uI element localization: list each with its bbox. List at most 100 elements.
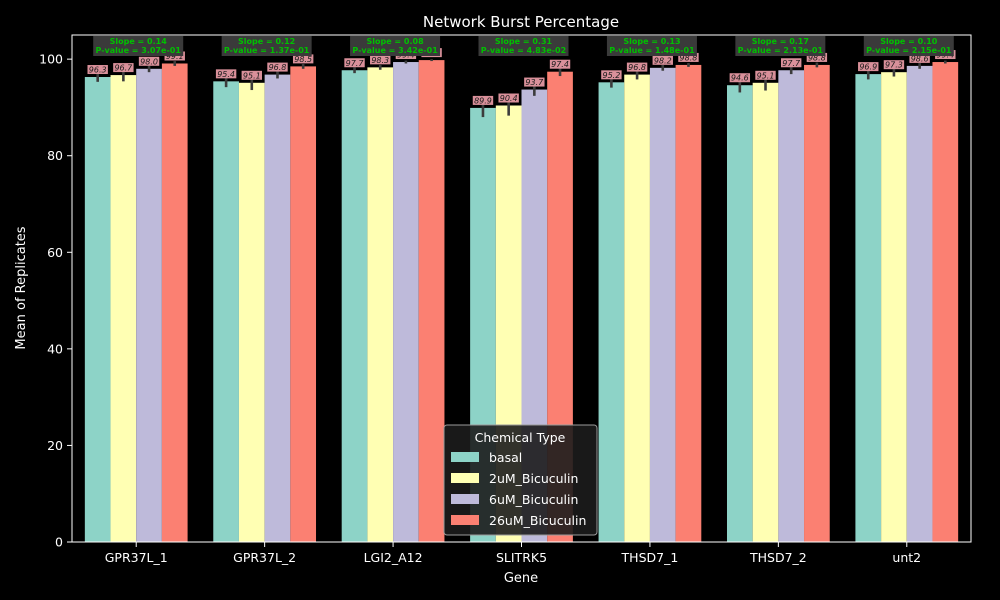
x-axis: GPR37L_1 GPR37L_2 LGI2_A12 SLITRK5 THSD7_1 TH…: [105, 542, 921, 565]
legend-label-2uM_Bicuculin: 2uM_Bicuculin: [489, 471, 578, 486]
stats-annotation-box: [478, 36, 569, 56]
pvalue-annotation: P-value = 4.83e-02: [481, 46, 566, 55]
bar-THSD7_2-26uM_Bicuculin: [804, 64, 830, 542]
legend-label-26uM_Bicuculin: 26uM_Bicuculin: [489, 513, 586, 528]
data-label-box: [729, 73, 751, 83]
stats-annotation-box: [93, 36, 184, 56]
legend-title: Chemical Type: [475, 430, 566, 445]
y-tick-label: 100: [39, 52, 63, 67]
x-tick-label: unt2: [892, 550, 921, 565]
stats-annotation-box: [735, 36, 826, 56]
data-label-box: [472, 95, 494, 105]
legend-swatch-2uM_Bicuculin: [451, 473, 479, 483]
pvalue-annotation: P-value = 2.13e-01: [738, 46, 824, 55]
pvalue-annotation: P-value = 3.42e-01: [352, 46, 438, 55]
data-label-box: [781, 58, 802, 68]
y-tick-label: 20: [47, 438, 63, 453]
x-tick-label: GPR37L_2: [233, 550, 296, 565]
y-tick-label: 0: [55, 535, 63, 550]
bar-GPR37L_2-6uM_Bicuculin: [264, 74, 291, 542]
bar-unt2-26uM_Bicuculin: [932, 62, 959, 542]
x-tick-label: SLITRK5: [496, 550, 547, 565]
bar-THSD7_2-2uM_Bicuculin: [752, 82, 779, 543]
bar-THSD7_2-6uM_Bicuculin: [778, 70, 805, 542]
x-axis-title: Gene: [504, 571, 538, 586]
data-label-box: [138, 56, 160, 66]
data-label-box: [909, 53, 930, 63]
bar-THSD7_1-2uM_Bicuculin: [624, 74, 650, 542]
data-label: 96.3: [89, 66, 107, 75]
x-tick-label: THSD7_2: [749, 550, 807, 565]
data-label-box: [498, 93, 519, 103]
slope-annotation: Slope = 0.13: [623, 37, 680, 46]
data-label: 98.8: [808, 53, 826, 62]
data-label-box: [883, 60, 905, 70]
y-tick-label: 80: [47, 148, 63, 163]
bars-layer: [84, 60, 959, 543]
bar-THSD7_1-basal: [598, 82, 625, 542]
bar-THSD7_2-basal: [726, 85, 753, 542]
bar-LGI2_A12-2uM_Bicuculin: [367, 67, 394, 542]
slope-annotation: Slope = 0.08: [366, 37, 424, 46]
legend-label-6uM_Bicuculin: 6uM_Bicuculin: [489, 492, 578, 507]
data-label-box: [626, 62, 648, 72]
data-label-box: [292, 54, 314, 64]
x-tick-label: GPR37L_1: [105, 550, 168, 565]
stats-annotation-box: [350, 36, 441, 56]
bar-GPR37L_1-basal: [84, 77, 111, 542]
data-label: 97.4: [551, 60, 569, 69]
bar-unt2-2uM_Bicuculin: [881, 72, 907, 543]
pvalue-annotation: P-value = 1.48e-01: [609, 46, 695, 55]
legend-swatch-26uM_Bicuculin: [451, 515, 479, 525]
data-label: 98.8: [680, 53, 698, 62]
data-label: 95.4: [217, 70, 235, 79]
bar-LGI2_A12-6uM_Bicuculin: [393, 62, 419, 542]
legend: Chemical Type basal 2uM_Bicuculin 6uM_Bicu…: [443, 424, 598, 536]
slope-annotation: Slope = 0.17: [752, 37, 809, 46]
data-label: 90.4: [500, 94, 518, 103]
data-label: 99.1: [166, 52, 184, 61]
y-tick-label: 60: [47, 245, 63, 260]
chart-title: Network Burst Percentage: [423, 13, 619, 31]
bar-THSD7_1-26uM_Bicuculin: [675, 64, 702, 542]
bar-GPR37L_1-26uM_Bicuculin: [161, 63, 188, 543]
data-label: 89.9: [474, 96, 492, 105]
legend-swatch-6uM_Bicuculin: [451, 494, 479, 504]
data-label: 96.9: [859, 63, 877, 72]
pvalue-annotation: P-value = 2.15e-01: [866, 46, 952, 55]
data-label-box: [858, 62, 879, 72]
data-label: 94.6: [731, 74, 749, 83]
y-axis-title: Mean of Replicates: [14, 226, 29, 349]
data-label-box: [549, 59, 571, 69]
bar-GPR37L_1-2uM_Bicuculin: [110, 75, 137, 542]
bar-GPR37L_2-basal: [213, 81, 239, 542]
slope-annotation: Slope = 0.14: [110, 37, 168, 46]
data-label: 95.2: [602, 71, 620, 80]
data-label-box: [806, 52, 828, 62]
slope-annotation: Slope = 0.12: [238, 37, 295, 46]
legend-swatch-basal: [451, 452, 479, 462]
data-label-box: [267, 62, 288, 72]
data-label: 98.0: [140, 57, 158, 66]
data-label: 98.5: [294, 55, 312, 64]
data-label: 96.8: [269, 63, 287, 72]
bar-GPR37L_2-26uM_Bicuculin: [290, 66, 317, 542]
data-label: 97.7: [782, 59, 801, 68]
data-label: 93.7: [525, 78, 544, 87]
data-label: 98.3: [371, 56, 389, 65]
bar-unt2-6uM_Bicuculin: [906, 65, 933, 543]
data-label: 96.7: [114, 64, 133, 73]
data-label-box: [370, 55, 391, 65]
bar-LGI2_A12-26uM_Bicuculin: [418, 60, 445, 543]
data-label-box: [215, 69, 237, 79]
x-tick-label: LGI2_A12: [364, 550, 423, 565]
data-label: 95.1: [243, 71, 261, 80]
data-label: 98.2: [654, 56, 672, 65]
data-label: 95.1: [757, 71, 775, 80]
data-label: 97.3: [885, 61, 903, 70]
pvalue-annotation: P-value = 1.37e-01: [224, 46, 310, 55]
y-tick-label: 40: [47, 341, 63, 356]
bar-LGI2_A12-basal: [341, 70, 368, 542]
bar-GPR37L_2-2uM_Bicuculin: [238, 82, 265, 543]
